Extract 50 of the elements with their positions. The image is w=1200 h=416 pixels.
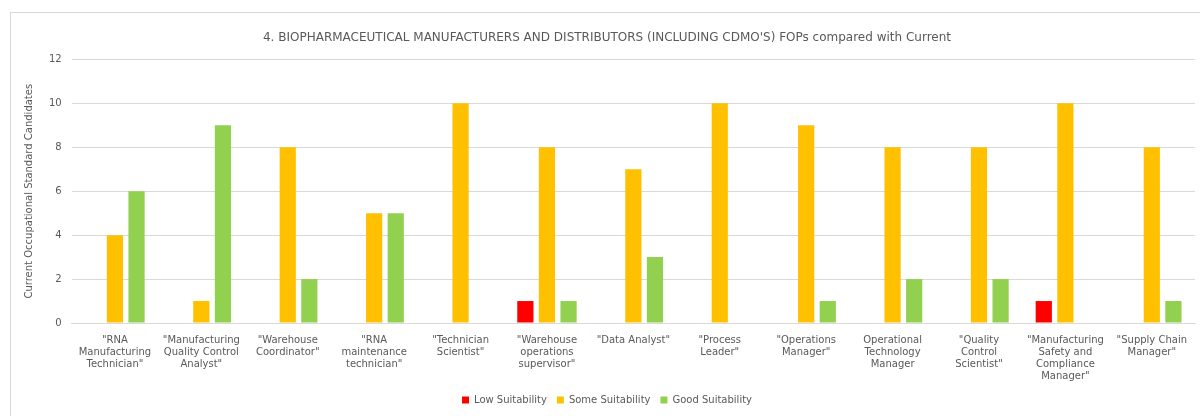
x-tick-label: "RNA maintenance technician": [341, 333, 407, 369]
bar: [970, 147, 988, 323]
bar: [128, 191, 145, 323]
bar: [106, 235, 124, 323]
legend-label: Good Suitability: [672, 393, 753, 405]
bar: [906, 279, 923, 323]
bar: [884, 147, 901, 323]
bar: [819, 301, 836, 323]
x-tick-label: "Warehouse operations supervisor": [516, 333, 578, 369]
bar: [625, 169, 642, 323]
bar: [193, 301, 210, 323]
y-tick-label: 12: [48, 52, 62, 64]
bar: [992, 279, 1009, 323]
y-axis-title: Current Occupational Standard Candidates: [22, 83, 34, 299]
bar: [711, 103, 728, 323]
x-tick-label: "Supply Chain Manager": [1116, 333, 1188, 357]
bar: [798, 125, 815, 323]
bar: [1057, 103, 1074, 323]
x-tick-label: "Technician Scientist": [432, 333, 489, 357]
y-tick-label: 6: [55, 184, 62, 196]
x-tick-label: "Manufacturing Quality Control Analyst": [162, 333, 240, 369]
y-tick-label: 10: [48, 96, 62, 108]
bar: [1143, 147, 1160, 323]
bar: [538, 147, 556, 323]
bar: [517, 301, 534, 323]
y-tick-label: 8: [55, 140, 62, 152]
bar: [646, 257, 664, 323]
y-tick-label: 2: [55, 272, 62, 284]
chart-title: 4. BIOPHARMACEUTICAL MANUFACTURERS AND DISTRIBUTORS (INCLUDING CDMO'S) FOPs compared with Current: [262, 30, 952, 45]
bar: [301, 279, 318, 323]
x-tick-label: "Quality Control Scientist": [955, 333, 1003, 369]
x-tick-label: "Data Analyst": [596, 333, 671, 345]
bar: [279, 147, 296, 323]
bar: [366, 213, 383, 323]
bar: [560, 301, 577, 323]
bar: [214, 125, 232, 323]
y-tick-label: 0: [55, 316, 62, 328]
legend-label: Some Suitability: [568, 393, 651, 405]
x-tick-label: "Operations Manager": [776, 333, 836, 357]
x-tick-label: "Process Leader": [698, 333, 742, 357]
bar: [1165, 301, 1182, 323]
x-tick-label: "Manufacturing Safety and Compliance Manager": [1026, 333, 1104, 381]
legend-label: Low Suitability: [473, 393, 547, 405]
x-tick-label: Operational Technology Manager: [863, 333, 922, 369]
x-tick-label: "RNA Manufacturing Technician": [78, 333, 152, 369]
bar: [387, 213, 404, 323]
y-tick-label: 4: [55, 228, 62, 240]
bar: [1035, 301, 1052, 323]
bar: [452, 103, 469, 323]
x-tick-label: "Warehouse Coordinator": [255, 333, 320, 357]
